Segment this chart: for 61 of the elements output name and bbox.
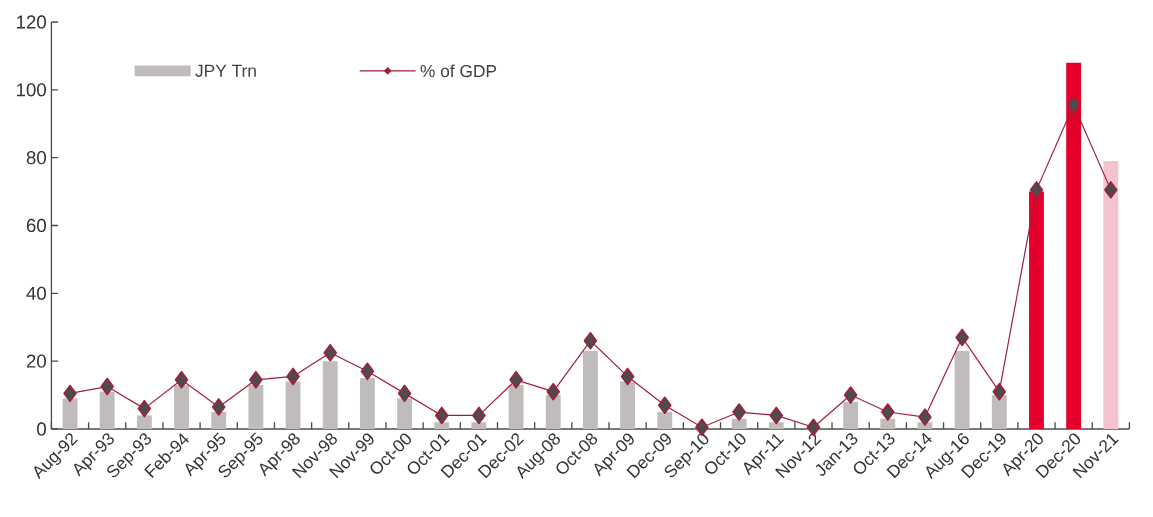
point	[249, 371, 263, 389]
point	[137, 399, 152, 418]
point	[1029, 181, 1044, 199]
point	[174, 371, 189, 389]
point	[397, 384, 412, 403]
point	[620, 367, 635, 386]
point	[657, 396, 672, 415]
point	[286, 367, 300, 386]
point	[472, 406, 486, 425]
bar	[136, 415, 152, 429]
bar	[434, 422, 450, 429]
legend-label: JPY Trn	[195, 64, 256, 77]
y-tick-label: 80	[26, 151, 46, 165]
point	[955, 328, 969, 347]
bar	[1029, 191, 1044, 429]
point	[880, 403, 895, 421]
point	[918, 408, 932, 426]
y-tick-label: 60	[26, 218, 46, 233]
bar	[508, 384, 524, 429]
bar	[285, 381, 301, 429]
y-tick-label: 120	[16, 15, 46, 29]
y-tick-label: 40	[26, 286, 46, 300]
bar	[880, 418, 896, 429]
bar	[731, 418, 747, 429]
bar	[1103, 161, 1119, 429]
bar	[991, 395, 1007, 429]
bar	[174, 384, 189, 429]
point	[1104, 181, 1118, 199]
bar	[545, 395, 561, 429]
bar	[211, 412, 227, 429]
point	[1066, 96, 1081, 114]
bar	[322, 361, 338, 429]
point	[769, 406, 784, 425]
bar	[62, 398, 78, 429]
bar	[657, 412, 673, 429]
point	[732, 403, 746, 421]
point	[509, 371, 523, 389]
point	[583, 332, 598, 350]
point	[100, 377, 114, 396]
y-tick-label: 20	[26, 354, 46, 368]
point	[843, 386, 858, 404]
bar	[843, 401, 859, 429]
bar	[768, 422, 784, 429]
y-tick-label: 100	[16, 83, 46, 97]
point	[211, 398, 226, 416]
bar	[620, 381, 636, 429]
point	[434, 406, 449, 425]
bar	[471, 422, 487, 429]
point	[992, 382, 1007, 401]
bar	[954, 350, 970, 429]
bar	[582, 350, 598, 429]
bar	[359, 378, 375, 429]
point	[63, 384, 77, 403]
point	[546, 382, 561, 401]
bar	[1066, 62, 1082, 429]
point	[360, 362, 375, 381]
point	[323, 343, 338, 362]
bar	[99, 391, 115, 429]
bar	[248, 384, 264, 429]
bar	[397, 398, 412, 429]
legend-label: % of GDP	[420, 64, 497, 78]
